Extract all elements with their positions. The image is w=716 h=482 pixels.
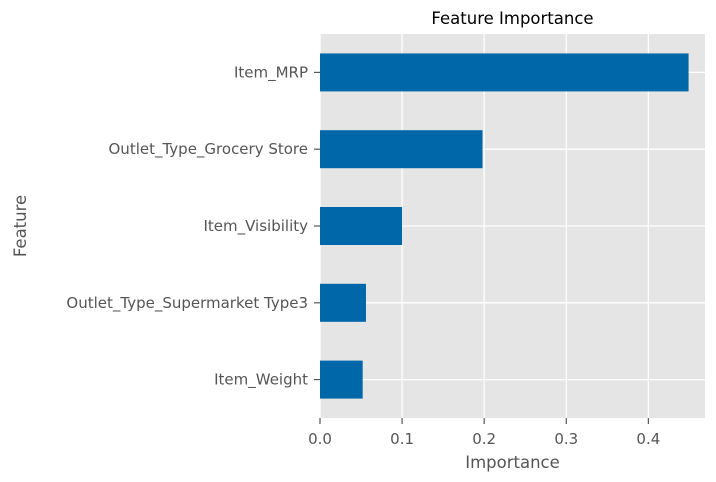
bar-outlet-type-supermarket-type3	[320, 283, 366, 322]
bar-item-weight	[320, 360, 363, 399]
bars	[320, 53, 689, 399]
y-tick-label: Item_Weight	[214, 371, 308, 390]
x-tick-label: 0.4	[636, 430, 660, 448]
y-tick-label: Item_Visibility	[203, 217, 308, 236]
chart-title: Feature Importance	[431, 9, 593, 28]
bar-outlet-type-grocery-store	[320, 130, 483, 169]
y-axis-ticks: Item_MRP Outlet_Type_Grocery Store Item_Vi…	[66, 63, 320, 390]
x-tick-label: 0.1	[390, 430, 414, 448]
x-axis-title: Importance	[465, 453, 560, 472]
y-tick-label: Outlet_Type_Supermarket Type3	[66, 294, 308, 313]
x-axis-ticks: 0.0 0.1 0.2 0.3 0.4	[308, 418, 660, 448]
y-tick-label: Outlet_Type_Grocery Store	[109, 140, 309, 159]
x-tick-label: 0.2	[472, 430, 496, 448]
x-tick-label: 0.3	[554, 430, 578, 448]
y-tick-label: Item_MRP	[234, 63, 308, 82]
bar-item-visibility	[320, 207, 403, 245]
x-tick-label: 0.0	[308, 430, 332, 448]
bar-item-mrp	[320, 53, 689, 92]
y-axis-title: Feature	[11, 195, 30, 257]
